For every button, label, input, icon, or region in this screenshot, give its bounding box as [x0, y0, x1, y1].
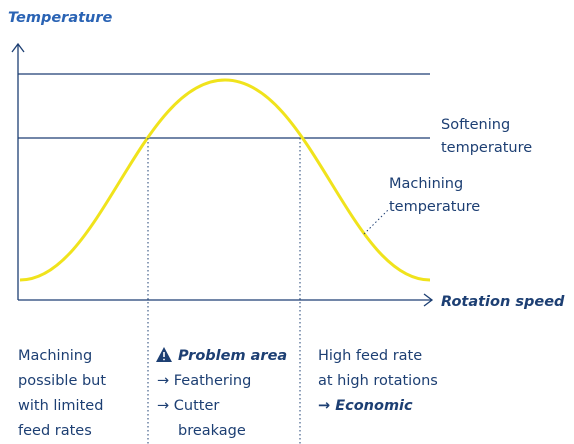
heading: Problem area: [178, 348, 287, 364]
text: at high rotations: [318, 373, 438, 389]
leader: [363, 209, 389, 235]
label: Softening: [441, 117, 510, 133]
text: Machining: [18, 348, 92, 364]
text: with limited: [18, 398, 103, 414]
temperature-curve: [19, 78, 431, 282]
x-arrow: [423, 293, 434, 307]
warning-icon: [156, 347, 172, 362]
label: temperature: [441, 140, 532, 156]
text: possible but: [18, 373, 106, 389]
axis-label: Rotation speed: [441, 294, 565, 310]
text: → Cutter: [157, 398, 219, 414]
text: High feed rate: [318, 348, 422, 364]
axis-title: Temperature: [8, 10, 113, 26]
emphasis: → Economic: [318, 398, 413, 414]
label: temperature: [389, 199, 480, 215]
label: Machining: [389, 176, 463, 192]
y-arrow: [11, 42, 25, 53]
text: → Feathering: [157, 373, 251, 389]
text: feed rates: [18, 423, 92, 439]
text: breakage: [178, 423, 246, 439]
